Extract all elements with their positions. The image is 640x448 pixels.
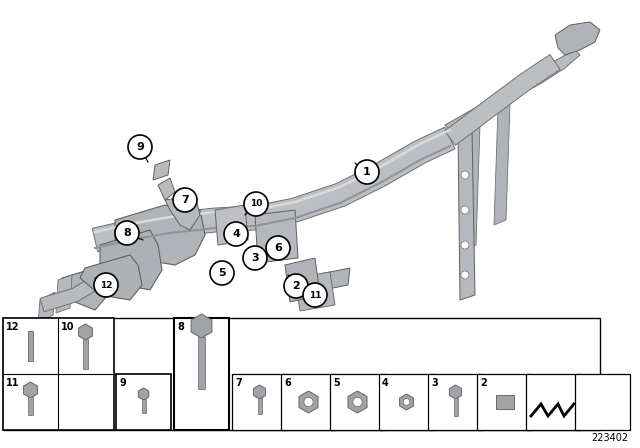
- Text: 11: 11: [6, 378, 19, 388]
- Circle shape: [353, 397, 362, 407]
- Circle shape: [210, 261, 234, 285]
- Polygon shape: [58, 265, 112, 310]
- Polygon shape: [158, 178, 175, 200]
- Polygon shape: [458, 130, 475, 300]
- Polygon shape: [255, 210, 298, 263]
- Bar: [28, 331, 33, 361]
- Circle shape: [284, 274, 308, 298]
- Text: 12: 12: [100, 280, 112, 289]
- Circle shape: [224, 222, 248, 246]
- Polygon shape: [285, 258, 320, 302]
- Polygon shape: [40, 274, 104, 312]
- Polygon shape: [92, 127, 455, 252]
- Bar: [495, 395, 513, 409]
- Polygon shape: [165, 195, 200, 230]
- Polygon shape: [115, 205, 205, 265]
- Circle shape: [244, 192, 268, 216]
- Polygon shape: [80, 255, 142, 300]
- Polygon shape: [24, 382, 37, 398]
- Bar: [174, 318, 229, 430]
- Circle shape: [173, 188, 197, 212]
- Polygon shape: [399, 394, 413, 410]
- Text: 11: 11: [308, 290, 321, 300]
- Circle shape: [461, 171, 469, 179]
- Circle shape: [128, 135, 152, 159]
- Bar: [477, 374, 532, 430]
- Text: 7: 7: [181, 195, 189, 205]
- Bar: [575, 374, 630, 430]
- Polygon shape: [56, 275, 72, 313]
- Bar: [454, 398, 458, 416]
- Circle shape: [243, 246, 267, 270]
- Bar: [116, 374, 171, 430]
- Polygon shape: [100, 230, 162, 290]
- Bar: [428, 374, 483, 430]
- Bar: [141, 399, 145, 413]
- Bar: [28, 397, 33, 415]
- Bar: [330, 374, 385, 430]
- Polygon shape: [138, 388, 148, 400]
- Bar: [379, 374, 434, 430]
- Bar: [232, 374, 287, 430]
- Circle shape: [355, 160, 379, 184]
- Text: 9: 9: [119, 378, 125, 388]
- Polygon shape: [464, 125, 480, 250]
- Circle shape: [461, 241, 469, 249]
- Circle shape: [115, 221, 139, 245]
- Circle shape: [403, 399, 410, 405]
- Text: 223402: 223402: [591, 433, 628, 443]
- Polygon shape: [191, 314, 212, 338]
- Text: 2: 2: [480, 378, 487, 388]
- Circle shape: [461, 206, 469, 214]
- Polygon shape: [295, 272, 335, 311]
- Text: 10: 10: [61, 322, 74, 332]
- Bar: [257, 398, 262, 414]
- Text: 1: 1: [363, 167, 371, 177]
- Circle shape: [304, 397, 313, 407]
- Text: 8: 8: [177, 322, 184, 332]
- Circle shape: [266, 236, 290, 260]
- Bar: [3, 318, 600, 430]
- Polygon shape: [253, 385, 266, 399]
- Text: 8: 8: [123, 228, 131, 238]
- Circle shape: [461, 271, 469, 279]
- Text: 10: 10: [250, 199, 262, 208]
- Text: 4: 4: [382, 378, 388, 388]
- Polygon shape: [313, 268, 350, 292]
- Polygon shape: [348, 391, 367, 413]
- Text: 7: 7: [235, 378, 242, 388]
- Text: 5: 5: [218, 268, 226, 278]
- Polygon shape: [215, 205, 248, 245]
- Polygon shape: [449, 385, 461, 399]
- Circle shape: [303, 283, 327, 307]
- Text: 2: 2: [292, 281, 300, 291]
- Bar: [281, 374, 336, 430]
- Text: 9: 9: [136, 142, 144, 152]
- Text: 6: 6: [284, 378, 291, 388]
- Bar: [83, 339, 88, 369]
- Polygon shape: [153, 160, 170, 180]
- Polygon shape: [494, 103, 510, 225]
- Bar: [526, 374, 581, 430]
- Text: 3: 3: [251, 253, 259, 263]
- Polygon shape: [38, 292, 55, 323]
- Bar: [3, 318, 114, 430]
- Text: 12: 12: [6, 322, 19, 332]
- Polygon shape: [299, 391, 318, 413]
- Text: 4: 4: [232, 229, 240, 239]
- Polygon shape: [445, 55, 560, 145]
- Circle shape: [94, 273, 118, 297]
- Text: 5: 5: [333, 378, 340, 388]
- Polygon shape: [79, 324, 92, 340]
- Text: 3: 3: [431, 378, 438, 388]
- Polygon shape: [555, 22, 600, 55]
- Bar: [198, 337, 205, 389]
- Text: 6: 6: [274, 243, 282, 253]
- Polygon shape: [445, 50, 580, 135]
